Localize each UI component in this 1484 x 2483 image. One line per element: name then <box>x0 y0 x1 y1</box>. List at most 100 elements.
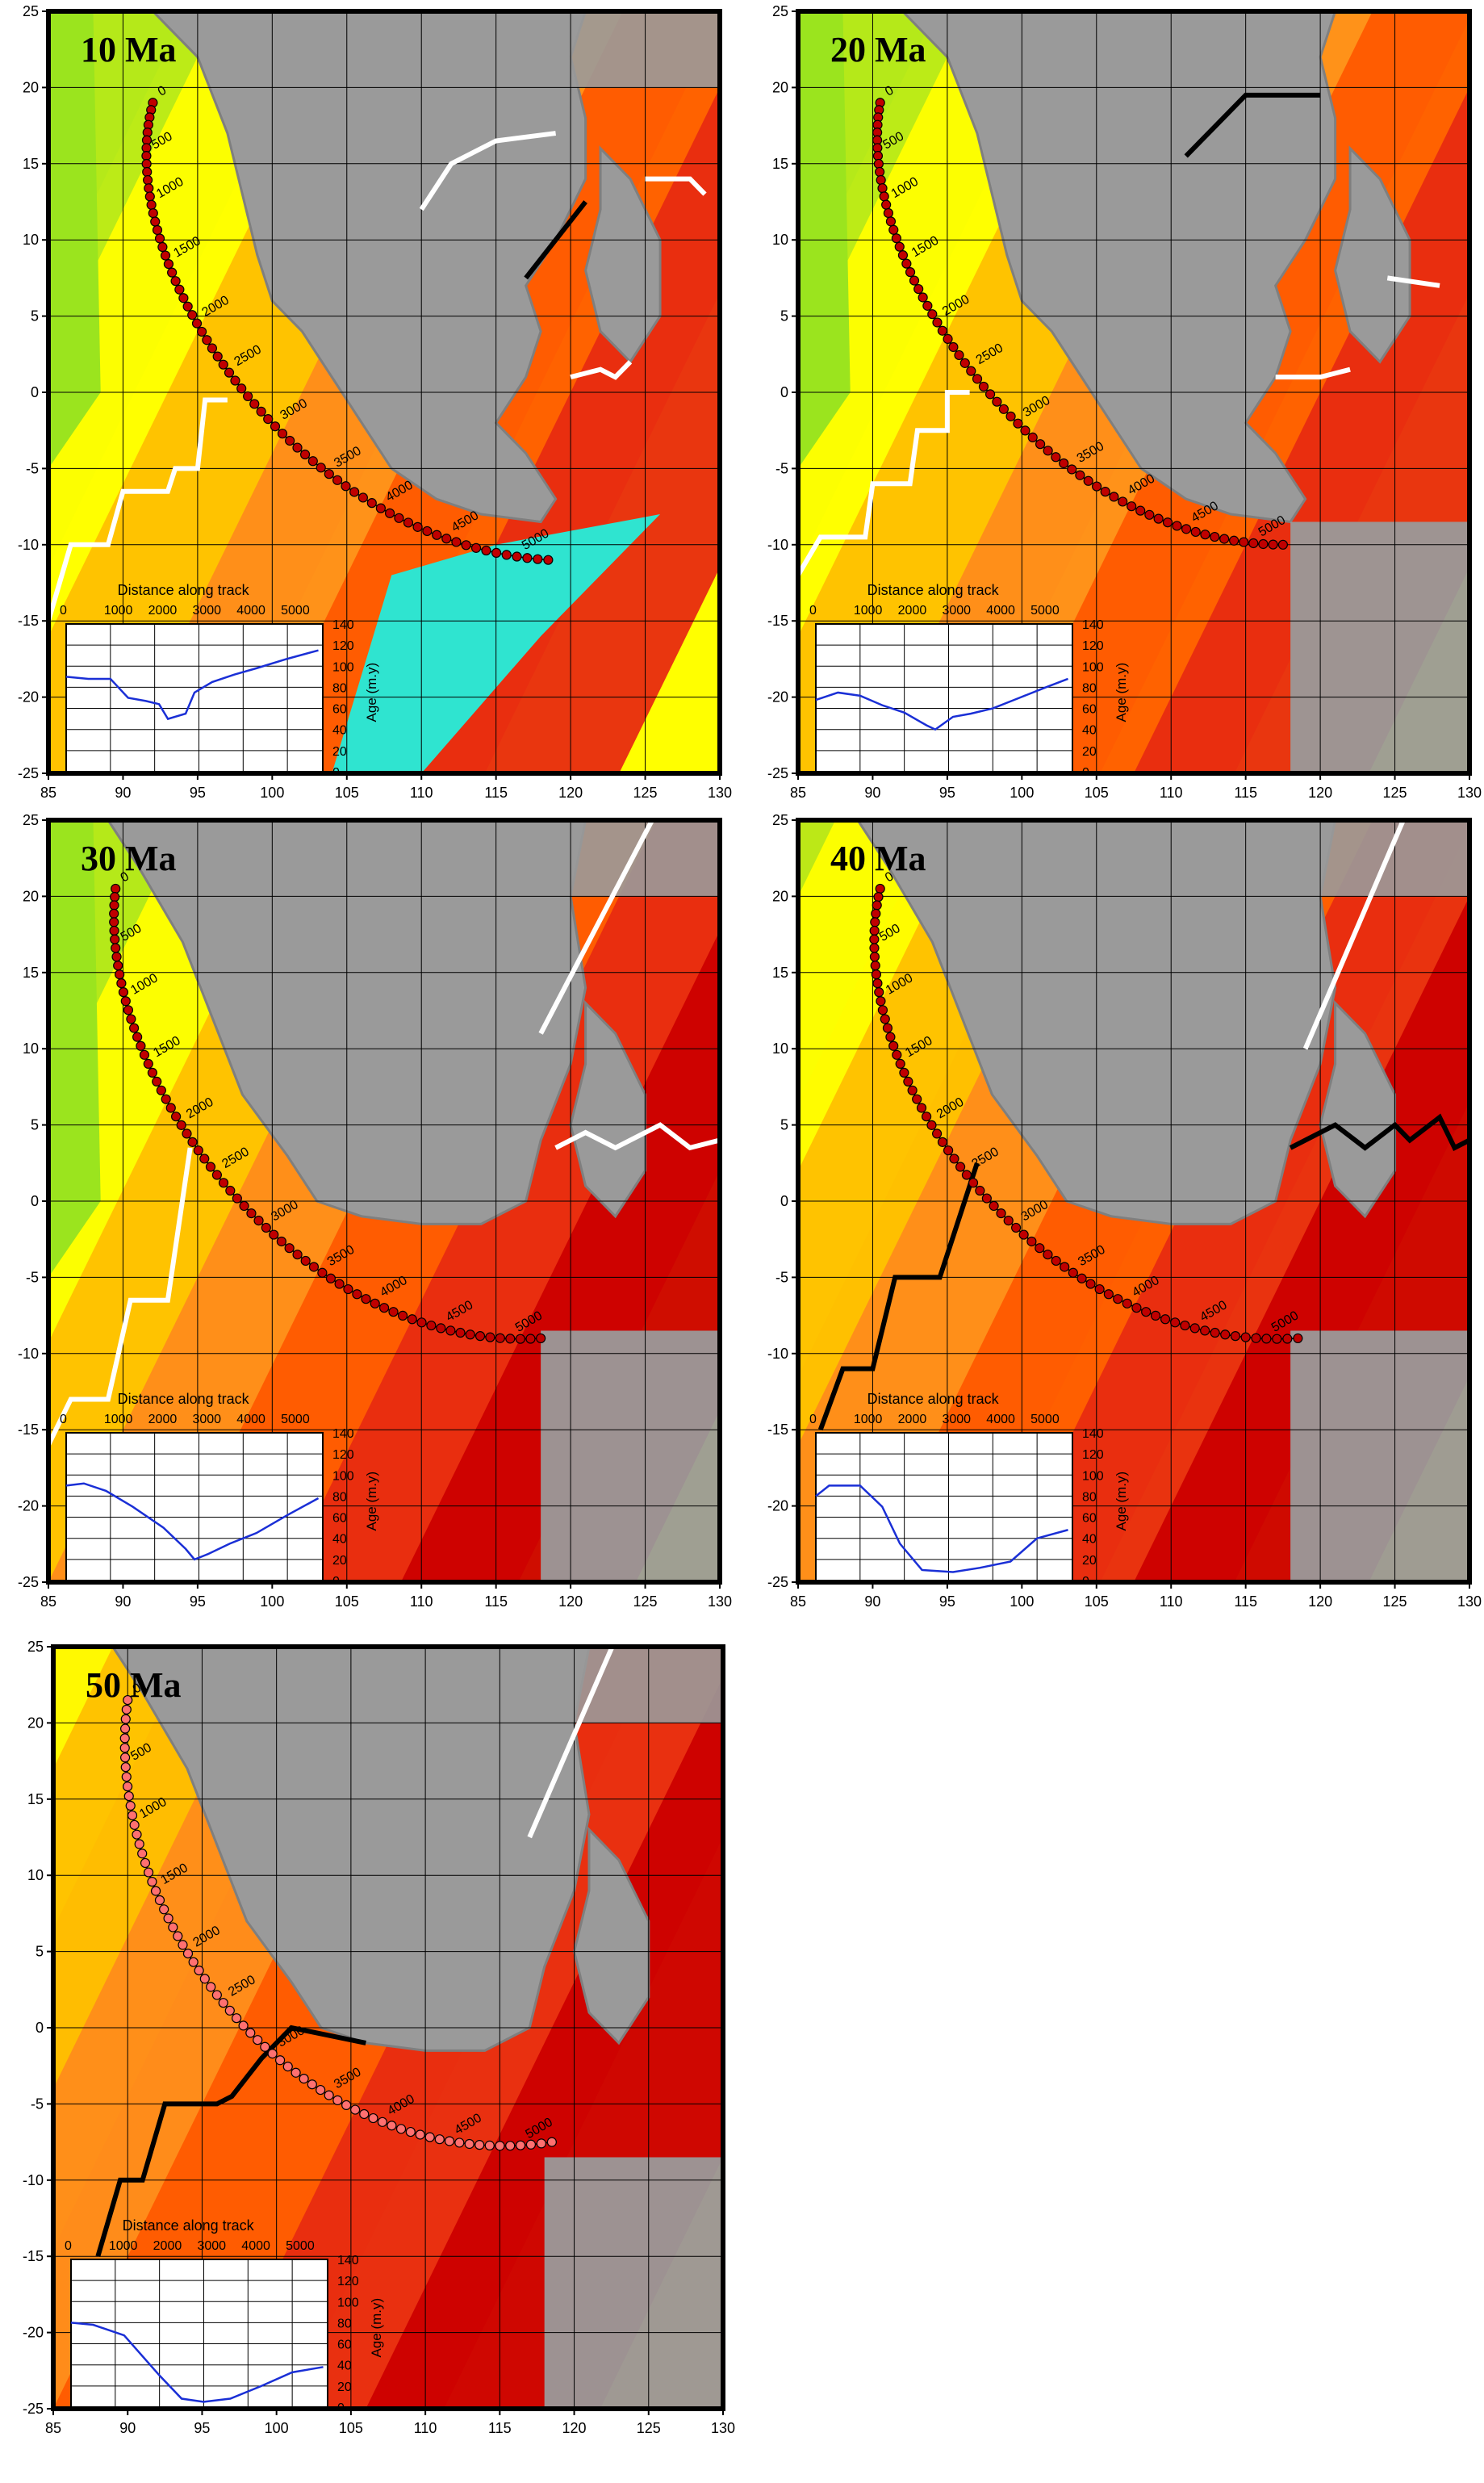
track-point <box>959 358 970 368</box>
track-point <box>277 429 288 439</box>
y-tick-label: 20 <box>27 1715 44 1731</box>
y-tick-label: 15 <box>23 965 39 981</box>
track-point <box>126 1014 136 1024</box>
track-point <box>1122 1298 1132 1308</box>
inset-x-tick: 4000 <box>986 1413 1015 1426</box>
y-tick-label: 15 <box>772 156 788 172</box>
x-tick-label: 100 <box>1010 1593 1034 1610</box>
y-tick-label: -20 <box>767 689 788 706</box>
track-point <box>876 174 886 186</box>
track-point <box>873 158 884 170</box>
track-point <box>132 1829 142 1840</box>
inset-y-tick: 80 <box>1082 681 1097 695</box>
track-point <box>110 892 120 902</box>
track-point <box>931 1128 943 1139</box>
track-point <box>515 2140 526 2150</box>
track-point <box>121 1704 132 1715</box>
inset-y-tick: 20 <box>1082 745 1097 759</box>
inset-y-tick: 80 <box>1082 1490 1097 1504</box>
track-point <box>211 1170 222 1180</box>
x-tick-label: 90 <box>864 785 880 801</box>
track-point <box>122 1782 133 1792</box>
y-tick-label: -5 <box>775 460 788 476</box>
track-point <box>996 1208 1006 1219</box>
track-point <box>207 343 218 354</box>
inset-x-tick: 1000 <box>109 2239 138 2253</box>
track-point <box>1180 1320 1190 1331</box>
track-point <box>975 1185 985 1196</box>
track-point <box>424 2132 435 2142</box>
track-point <box>384 508 395 518</box>
y-tick-label: 25 <box>27 1639 44 1655</box>
y-tick-label: -5 <box>31 2096 44 2112</box>
track-point <box>912 1094 922 1104</box>
track-point <box>161 1094 171 1104</box>
track-point <box>536 2138 546 2149</box>
track-point <box>1200 1325 1210 1336</box>
track-point <box>895 1058 905 1069</box>
age-profile-line <box>65 649 319 721</box>
track-point <box>948 341 959 353</box>
y-tick-label: -20 <box>767 1498 788 1514</box>
y-tick-label: 5 <box>780 1117 788 1133</box>
track-point <box>445 1325 456 1336</box>
y-tick-label: 5 <box>780 308 788 325</box>
inset-title: Distance along track <box>118 1391 250 1407</box>
y-tick-label: -10 <box>18 1346 39 1362</box>
track-point <box>256 406 266 417</box>
x-tick-label: 95 <box>194 2420 210 2436</box>
inset-x-tick: 2000 <box>153 2239 182 2253</box>
track-point <box>292 1250 303 1260</box>
track-point <box>434 2134 445 2145</box>
track-point <box>882 1023 893 1033</box>
y-tick-label: 5 <box>31 1117 39 1133</box>
x-tick-label: 125 <box>633 785 658 801</box>
track-point <box>276 1236 286 1247</box>
track-point <box>1013 418 1023 429</box>
track-point <box>869 943 880 953</box>
track-point <box>484 2140 495 2150</box>
spreading-ridge <box>1184 92 1321 158</box>
track-point <box>888 1041 899 1051</box>
spreading-ridge <box>527 1647 615 1839</box>
inset-x-tick: 0 <box>809 604 817 618</box>
track-point <box>909 275 920 286</box>
track-point <box>888 224 899 235</box>
track-point <box>109 908 119 919</box>
x-tick-label: 125 <box>633 1593 658 1610</box>
land-mass <box>1290 521 1469 773</box>
track-point <box>989 1200 999 1212</box>
track-point <box>1067 464 1077 475</box>
x-tick-label: 90 <box>119 2420 136 2436</box>
track-point <box>368 2112 378 2124</box>
inset-title: Distance along track <box>123 2217 255 2234</box>
track-point <box>485 1332 495 1342</box>
track-point <box>154 1895 165 1906</box>
track-point <box>139 1049 150 1060</box>
track-point <box>874 987 884 998</box>
track-point <box>285 435 295 446</box>
track-point <box>165 1103 176 1113</box>
track-point <box>225 1185 236 1196</box>
track-point <box>1272 1334 1282 1344</box>
track-point <box>144 183 154 194</box>
track-point <box>922 300 933 311</box>
y-tick-label: 0 <box>780 384 788 400</box>
land-mass <box>901 11 1337 524</box>
track-point <box>1189 1323 1200 1334</box>
track-point <box>403 517 414 528</box>
spreading-ridge <box>570 360 633 380</box>
track-point <box>1092 481 1102 492</box>
y-tick-label: 20 <box>23 79 39 95</box>
track-point <box>307 2079 317 2090</box>
track-point <box>512 551 522 562</box>
inset-x-tick: 3000 <box>192 1413 221 1426</box>
y-tick-label: 20 <box>23 888 39 904</box>
inset-frame <box>815 622 1073 773</box>
inset-x-tick: 3000 <box>942 604 971 618</box>
inset-title: Distance along track <box>867 1391 1000 1407</box>
track-point <box>141 158 152 170</box>
track-point <box>206 1982 216 1992</box>
track-point <box>193 1145 203 1156</box>
